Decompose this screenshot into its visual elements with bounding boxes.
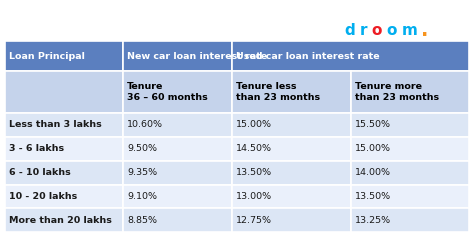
Bar — [123, 71, 232, 113]
Text: 10.60%: 10.60% — [127, 120, 163, 129]
Text: o: o — [387, 23, 397, 38]
Bar — [5, 113, 123, 137]
Text: 15.50%: 15.50% — [355, 120, 391, 129]
Text: Loan Principal: Loan Principal — [9, 52, 84, 61]
Bar — [123, 208, 232, 232]
Bar — [351, 161, 469, 185]
Bar — [232, 137, 351, 161]
Bar — [123, 185, 232, 208]
Text: 3 - 6 lakhs: 3 - 6 lakhs — [9, 144, 64, 153]
Text: 13.00%: 13.00% — [236, 192, 272, 201]
Text: 14.50%: 14.50% — [236, 144, 272, 153]
Text: Tenure more
than 23 months: Tenure more than 23 months — [355, 82, 439, 102]
Bar — [123, 137, 232, 161]
Bar — [232, 113, 351, 137]
Text: 13.50%: 13.50% — [355, 192, 391, 201]
Text: 12.75%: 12.75% — [236, 216, 272, 225]
Bar — [5, 185, 123, 208]
Bar — [232, 185, 351, 208]
Bar — [351, 113, 469, 137]
Bar — [123, 113, 232, 137]
Text: o: o — [372, 23, 382, 38]
Text: 13.50%: 13.50% — [236, 168, 272, 177]
Text: r: r — [359, 23, 367, 38]
Text: 9.50%: 9.50% — [127, 144, 157, 153]
Bar — [232, 208, 351, 232]
Bar — [123, 161, 232, 185]
Text: Used car loan interest rate: Used car loan interest rate — [236, 52, 380, 61]
Bar — [351, 208, 469, 232]
Text: 9.10%: 9.10% — [127, 192, 157, 201]
Bar — [123, 41, 232, 71]
Text: 14.00%: 14.00% — [355, 168, 391, 177]
Text: 9.35%: 9.35% — [127, 168, 157, 177]
Bar — [5, 41, 123, 71]
Text: 15.00%: 15.00% — [236, 120, 272, 129]
Text: d: d — [344, 23, 355, 38]
Text: 13.25%: 13.25% — [355, 216, 391, 225]
Bar — [5, 71, 123, 113]
Bar — [351, 185, 469, 208]
Text: m: m — [402, 23, 418, 38]
Text: More than 20 lakhs: More than 20 lakhs — [9, 216, 111, 225]
Bar — [5, 161, 123, 185]
Bar — [5, 208, 123, 232]
Bar — [351, 71, 469, 113]
Text: .: . — [421, 21, 429, 40]
Text: Less than 3 lakhs: Less than 3 lakhs — [9, 120, 101, 129]
Text: Tenure less
than 23 months: Tenure less than 23 months — [236, 82, 320, 102]
Bar — [232, 161, 351, 185]
Text: Tenure
36 – 60 months: Tenure 36 – 60 months — [127, 82, 208, 102]
Text: New car loan interest rate: New car loan interest rate — [127, 52, 267, 61]
Text: 15.00%: 15.00% — [355, 144, 391, 153]
Text: 8.85%: 8.85% — [127, 216, 157, 225]
Text: 6 - 10 lakhs: 6 - 10 lakhs — [9, 168, 70, 177]
Text: 10 - 20 lakhs: 10 - 20 lakhs — [9, 192, 77, 201]
Bar — [232, 41, 469, 71]
Bar — [5, 137, 123, 161]
Bar — [232, 71, 351, 113]
Bar — [351, 137, 469, 161]
